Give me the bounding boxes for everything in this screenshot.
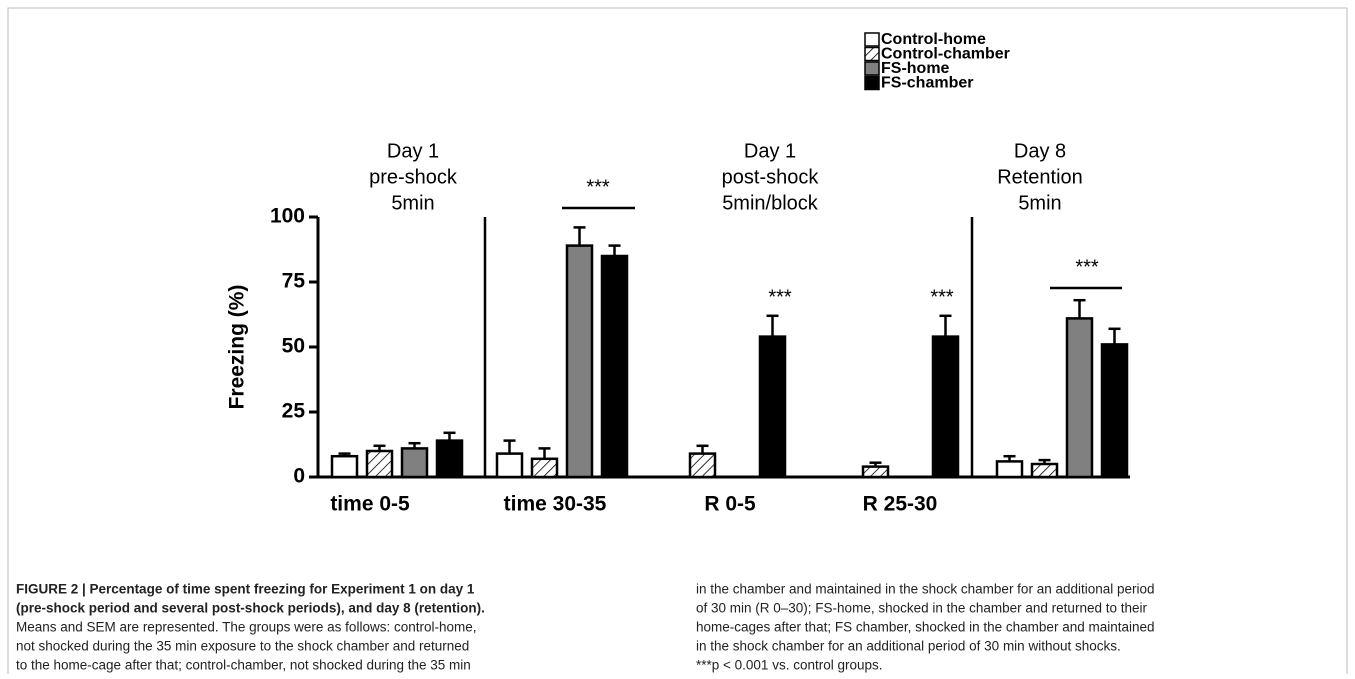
legend-swatch	[864, 32, 880, 47]
significance-label: ***	[1075, 256, 1099, 278]
frame	[7, 7, 1348, 679]
panel-label: 5min	[1018, 192, 1061, 214]
panel-label: Day 1	[744, 140, 796, 162]
bar	[365, 449, 394, 479]
caption-title: (pre-shock period and several post-shock…	[16, 601, 485, 616]
significance-label: ***	[930, 286, 954, 308]
legend-swatch	[864, 61, 880, 76]
caption-text: in the chamber and maintained in the sho…	[696, 582, 1155, 597]
bar	[530, 457, 559, 479]
y-tick-label: 50	[282, 335, 305, 358]
bar	[1065, 317, 1094, 479]
panel-label: 5min/block	[722, 192, 819, 214]
y-tick-label: 25	[282, 400, 306, 423]
panel-label: Day 8	[1014, 140, 1066, 162]
caption-text: to the home-cage after that; control-cha…	[16, 658, 471, 673]
caption-title: FIGURE 2 | Percentage of time spent free…	[16, 582, 475, 597]
bar	[861, 465, 890, 479]
bar	[400, 447, 429, 479]
caption-text: home-cages after that; FS chamber, shock…	[696, 620, 1155, 635]
significance-label: ***	[586, 176, 610, 198]
x-tick-label: R 0-5	[704, 493, 756, 516]
legend-swatch	[864, 75, 880, 91]
panel-label: post-shock	[722, 166, 820, 188]
legend-swatch	[864, 46, 880, 62]
panel-label: 5min	[391, 192, 434, 214]
panel-label: pre-shock	[369, 166, 458, 188]
bar	[688, 452, 717, 479]
panel-label: Day 1	[387, 140, 439, 162]
y-tick-label: 100	[270, 205, 305, 228]
bar	[495, 452, 524, 479]
legend-label: FS-chamber	[881, 75, 973, 92]
caption-text: in the shock chamber for an additional p…	[696, 639, 1121, 654]
caption-text: ***p < 0.001 vs. control groups.	[696, 658, 883, 673]
legend-label: Control-home	[881, 31, 986, 48]
bar	[995, 460, 1024, 479]
bar	[1100, 343, 1129, 479]
caption-text: of 30 min (R 0–30); FS-home, shocked in …	[696, 601, 1147, 616]
legend-label: Control-chamber	[881, 46, 1010, 63]
panel-label: Retention	[997, 166, 1083, 188]
caption-text: Means and SEM are represented. The group…	[16, 620, 476, 635]
bar	[1030, 462, 1059, 479]
caption-text: not shocked during the 35 min exposure t…	[16, 639, 469, 654]
bar	[600, 254, 629, 479]
x-tick-label: R 25-30	[863, 493, 938, 516]
y-tick-label: 75	[282, 270, 306, 293]
y-axis-label: Freezing (%)	[226, 285, 249, 410]
y-tick-label: 0	[293, 465, 305, 488]
bar	[758, 335, 787, 479]
x-tick-label: time 30-35	[504, 493, 607, 516]
x-tick-label: time 0-5	[330, 493, 410, 516]
legend-label: FS-home	[881, 60, 950, 77]
bar	[931, 335, 960, 479]
significance-label: ***	[768, 286, 792, 308]
bar	[565, 244, 594, 479]
bar	[435, 439, 464, 479]
bar	[330, 454, 359, 479]
